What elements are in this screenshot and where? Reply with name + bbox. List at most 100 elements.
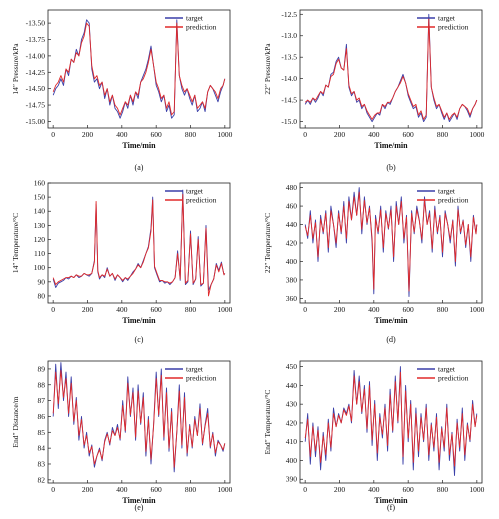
y-tick-label: 88 [38,380,46,389]
series-line-prediction [52,22,226,116]
x-tick-label: 1000 [469,485,484,494]
y-tick-label: 150 [34,193,46,202]
plot-frame [47,9,231,129]
x-tick-label: 1000 [217,305,232,314]
plot-frame [47,182,231,304]
panel-caption: (f) [387,503,395,512]
x-tick-label: 1000 [469,130,484,139]
x-tick-label: 200 [334,130,346,139]
panel-caption: (b) [386,163,396,172]
legend-label-target: target [186,365,204,374]
x-tick-label: 200 [82,305,94,314]
x-tick-label: 400 [368,130,380,139]
y-tick-label: 110 [34,249,45,258]
y-tick-label: 400 [286,456,298,465]
x-tick-label: 0 [51,305,55,314]
legend-label-prediction: prediction [438,374,469,383]
y-tick-label: 420 [286,418,298,427]
y-tick-label: -14.50 [26,84,46,93]
x-tick-label: 600 [403,485,415,494]
series-line-target [304,366,478,476]
y-tick-label: -13.5 [281,53,297,62]
y-tick-label: 87 [38,396,46,405]
plot-frame [299,360,483,484]
x-tick-label: 0 [303,130,307,139]
x-axis-label: Time/min [122,141,156,150]
series-line-target [52,19,226,119]
y-tick-label: 400 [286,257,298,266]
x-tick-label: 0 [51,485,55,494]
y-tick-label: 480 [286,183,298,192]
y-axis-label: 22″ Temperature/°C [263,213,272,273]
y-tick-label: -12.5 [281,10,297,19]
y-axis-label: 22″ Pressure/kPa [263,43,272,95]
x-tick-label: 800 [185,130,197,139]
x-tick-label: 400 [368,485,380,494]
x-tick-label: 600 [403,130,415,139]
y-tick-label: -13.50 [26,19,46,28]
panel-caption: (c) [135,335,144,344]
y-axis-label: 14″ Pressure/kPa [11,43,20,95]
x-tick-label: 1000 [469,305,484,314]
y-tick-label: 440 [286,220,298,229]
x-tick-label: 1000 [217,485,232,494]
x-tick-label: 600 [151,130,163,139]
x-tick-label: 600 [151,485,163,494]
x-tick-label: 0 [51,130,55,139]
x-tick-label: 400 [116,485,128,494]
y-tick-label: 380 [286,275,298,284]
series-line-prediction [304,371,478,467]
y-tick-label: 86 [38,412,46,421]
series-line-prediction [304,191,478,292]
legend-label-target: target [438,365,456,374]
legend-label-prediction: prediction [186,23,217,32]
y-tick-label: -15.0 [281,117,297,126]
y-tick-label: -13.75 [26,35,46,44]
x-axis-label: Time/min [374,141,408,150]
y-tick-label: -14.75 [26,101,46,110]
chart-panel: 0 200 400 600 800 1000 360 380 400 420 440 460 480 ta… [263,182,485,344]
series-line-target [304,13,478,123]
y-tick-label: 450 [286,362,298,371]
x-tick-label: 200 [82,130,94,139]
y-tick-label: -14.5 [281,96,297,105]
y-axis-label: End″ Distance/m [11,396,20,447]
y-tick-label: 130 [34,221,46,230]
x-tick-label: 800 [437,130,449,139]
y-tick-label: 360 [286,294,298,303]
chart-panel: 0 200 400 600 800 1000 82 83 84 85 86 87 88 89 targetp… [11,360,233,512]
x-axis-label: Time/min [374,316,408,325]
x-tick-label: 400 [116,305,128,314]
x-tick-label: 800 [185,485,197,494]
y-tick-label: -15.00 [26,117,46,126]
series-line-prediction [52,193,226,297]
x-tick-label: 200 [334,485,346,494]
chart-panel: 0 200 400 600 800 1000 -15.00 -14.75 -14.50 -14.2… [11,9,233,172]
y-axis-label: End″ Temperature/°C [263,390,272,455]
y-tick-label: 410 [286,437,298,446]
x-tick-label: 0 [303,485,307,494]
plot-frame [299,9,483,129]
series-line-prediction [52,370,226,468]
x-tick-label: 800 [437,305,449,314]
legend-label-target: target [186,14,204,23]
y-tick-label: 100 [34,263,46,272]
y-tick-label: 430 [286,400,298,409]
legend-label-prediction: prediction [438,23,469,32]
y-tick-label: 82 [38,475,46,484]
panel-caption: (a) [135,163,144,172]
series-line-prediction [304,18,478,120]
x-tick-label: 600 [151,305,163,314]
y-tick-label: 420 [286,239,298,248]
x-axis-label: Time/min [374,496,408,505]
legend-label-target: target [186,187,204,196]
x-tick-label: 400 [116,130,128,139]
plot-frame [47,360,231,484]
y-tick-label: -14.0 [281,74,297,83]
x-tick-label: 800 [185,305,197,314]
y-tick-label: -14.00 [26,51,46,60]
x-axis-label: Time/min [122,496,156,505]
x-tick-label: 800 [437,485,449,494]
y-tick-label: 390 [286,475,298,484]
